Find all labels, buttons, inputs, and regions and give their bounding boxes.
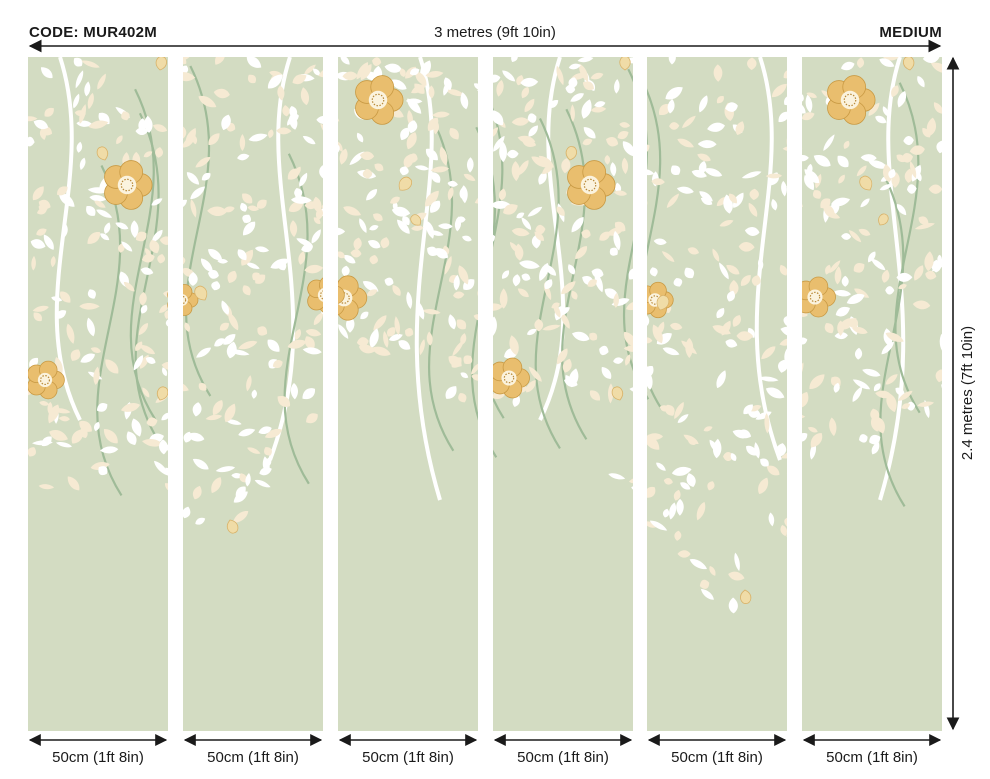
- floral-mural-artwork: [28, 57, 942, 731]
- panel-width-label: 50cm (1ft 8in): [52, 749, 144, 766]
- panel-width-label: 50cm (1ft 8in): [517, 749, 609, 766]
- height-label: 2.4 metres (7ft 10in): [959, 325, 976, 461]
- panel-width-label: 50cm (1ft 8in): [207, 749, 299, 766]
- panel-width-label: 50cm (1ft 8in): [826, 749, 918, 766]
- panel-width-label: 50cm (1ft 8in): [362, 749, 454, 766]
- panel-width-label: 50cm (1ft 8in): [671, 749, 763, 766]
- size-label: MEDIUM: [879, 24, 942, 41]
- product-code: CODE: MUR402M: [29, 24, 158, 41]
- mural-panel-5: [647, 57, 787, 731]
